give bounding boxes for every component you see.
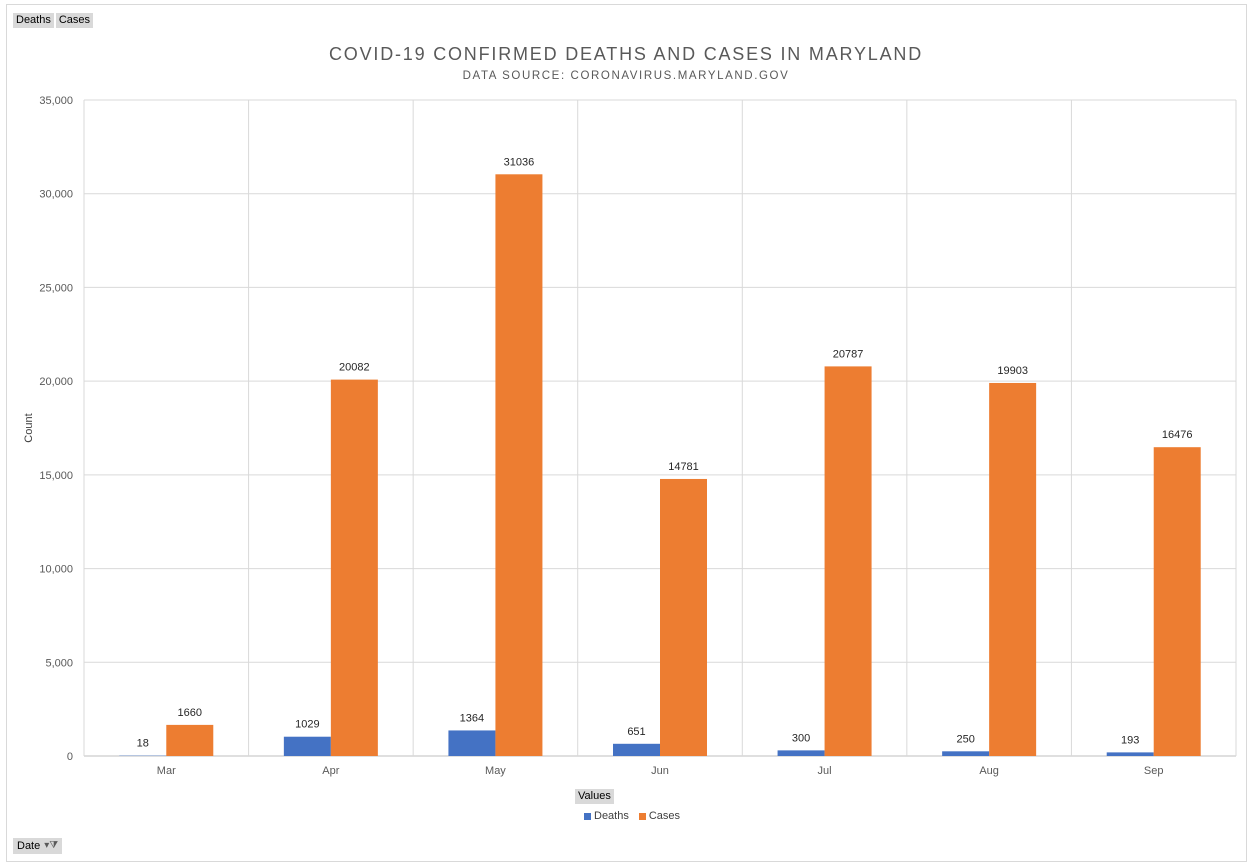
bar-deaths-sep <box>1106 752 1154 756</box>
x-tick-label-apr: Apr <box>322 765 339 777</box>
legend-swatch-deaths <box>584 812 591 820</box>
bar-cases-jul <box>824 366 872 756</box>
x-tick-label-aug: Aug <box>979 765 999 777</box>
data-label-cases-sep: 16476 <box>1162 429 1193 441</box>
x-tick-label-jun: Jun <box>651 765 669 777</box>
bar-cases-jun <box>660 478 707 756</box>
y-tick-label: 35,000 <box>39 95 73 107</box>
data-label-cases-mar: 1660 <box>178 707 202 719</box>
data-label-deaths-mar: 18 <box>137 738 149 750</box>
data-label-cases-jun: 14781 <box>668 461 699 473</box>
field-button-deaths[interactable]: Deaths <box>13 13 54 28</box>
bar-cases-aug <box>989 382 1037 756</box>
bar-deaths-jul <box>777 750 825 756</box>
y-tick-label: 20,000 <box>39 376 73 388</box>
bar-deaths-aug <box>942 751 990 756</box>
bar-deaths-jun <box>613 743 660 756</box>
y-tick-label: 25,000 <box>39 282 73 294</box>
data-label-cases-jul: 20787 <box>833 348 864 360</box>
data-label-deaths-aug: 250 <box>956 733 974 745</box>
chart-subtitle: DATA SOURCE: CORONAVIRUS.MARYLAND.GOV <box>463 70 790 82</box>
legend-item-deaths: Deaths <box>584 810 629 822</box>
value-field-buttons: Deaths Cases <box>13 13 94 28</box>
data-label-cases-aug: 19903 <box>997 365 1028 377</box>
y-tick-label: 15,000 <box>39 470 73 482</box>
data-label-deaths-jun: 651 <box>627 726 645 738</box>
y-tick-label: 5,000 <box>45 657 73 669</box>
data-label-deaths-jul: 300 <box>792 732 810 744</box>
values-button[interactable]: Values <box>575 789 614 804</box>
data-label-deaths-apr: 1029 <box>295 719 319 731</box>
legend-swatch-cases <box>638 812 646 820</box>
y-tick-label: 10,000 <box>39 564 73 576</box>
x-tick-label-may: May <box>485 765 506 777</box>
data-label-deaths-sep: 193 <box>1121 734 1139 746</box>
bar-deaths-may <box>448 730 496 756</box>
data-label-cases-may: 31036 <box>504 156 535 168</box>
chart-frame <box>6 4 1247 862</box>
y-tick-label: 30,000 <box>39 189 73 201</box>
x-tick-label-mar: Mar <box>157 765 176 777</box>
data-label-deaths-may: 1364 <box>460 712 484 724</box>
data-label-cases-apr: 20082 <box>339 362 370 374</box>
y-axis-label: Count <box>23 413 35 442</box>
bar-cases-mar <box>166 724 214 756</box>
filter-dropdown-icon: ▾⧩ <box>44 840 59 851</box>
date-filter-button[interactable]: Date ▾⧩ <box>13 838 63 854</box>
y-tick-label: 0 <box>67 751 73 763</box>
legend-label-cases: Cases <box>648 810 681 822</box>
x-tick-label-sep: Sep <box>1144 765 1164 777</box>
bar-cases-may <box>495 174 543 756</box>
chart-title: COVID-19 CONFIRMED DEATHS AND CASES IN M… <box>329 44 923 64</box>
bar-deaths-apr <box>283 736 331 756</box>
bar-cases-apr <box>330 379 378 756</box>
x-tick-label-jul: Jul <box>818 765 832 777</box>
legend: Deaths Cases <box>584 810 680 822</box>
legend-item-cases: Cases <box>638 810 681 822</box>
date-filter-label: Date <box>17 840 41 852</box>
legend-label-deaths: Deaths <box>594 810 629 822</box>
field-button-cases[interactable]: Cases <box>55 13 94 28</box>
bar-cases-sep <box>1153 447 1201 756</box>
